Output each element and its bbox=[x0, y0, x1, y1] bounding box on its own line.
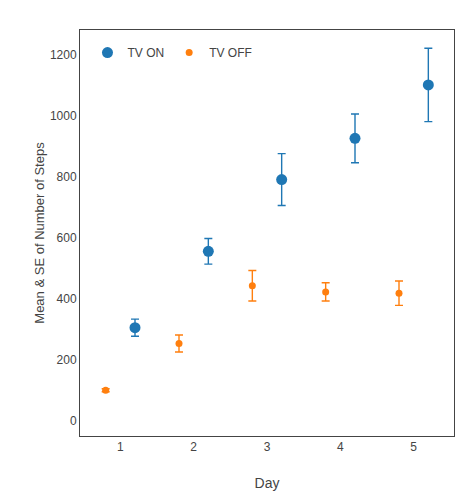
svg-text:3: 3 bbox=[264, 440, 271, 454]
svg-text:400: 400 bbox=[57, 292, 77, 306]
svg-text:600: 600 bbox=[57, 231, 77, 245]
svg-text:800: 800 bbox=[57, 170, 77, 184]
svg-text:2: 2 bbox=[190, 440, 197, 454]
svg-text:1000: 1000 bbox=[50, 109, 77, 123]
svg-text:1: 1 bbox=[117, 440, 124, 454]
svg-text:Day: Day bbox=[255, 475, 280, 491]
svg-text:0: 0 bbox=[70, 414, 77, 428]
svg-text:TV ON: TV ON bbox=[127, 46, 164, 60]
svg-text:1200: 1200 bbox=[50, 48, 77, 62]
svg-text:4: 4 bbox=[337, 440, 344, 454]
svg-text:Mean & SE of Number of Steps: Mean & SE of Number of Steps bbox=[32, 142, 47, 324]
svg-text:200: 200 bbox=[57, 353, 77, 367]
svg-text:5: 5 bbox=[410, 440, 417, 454]
svg-text:TV OFF: TV OFF bbox=[209, 46, 252, 60]
